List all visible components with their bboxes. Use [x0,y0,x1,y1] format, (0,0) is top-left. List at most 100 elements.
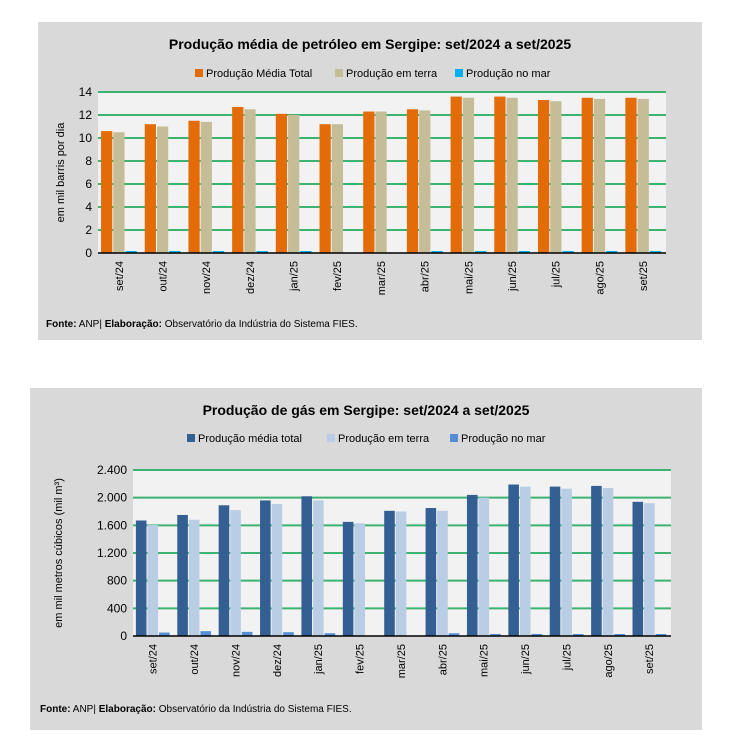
bar-0 [135,520,147,636]
bar-2 [300,251,312,253]
y-tick-label: 10 [79,131,93,145]
bar-1 [419,110,431,254]
x-tick-label: set/25 [638,261,650,291]
bar-1 [200,121,212,254]
bar-2 [200,631,212,636]
bar-2 [324,633,336,636]
bar-2 [448,633,460,636]
x-tick-label: dez/24 [272,644,284,677]
bar-2 [256,251,268,253]
gas-source: Fonte: ANP| Elaboração: Observatório da … [40,704,352,715]
bar-2 [212,251,225,253]
bar-2 [159,632,170,636]
bar-0 [625,97,637,253]
bar-0 [450,96,462,253]
x-tick-label: jan/25 [289,261,301,292]
bar-1 [462,97,475,253]
bar-0 [466,494,478,636]
bar-1 [188,519,200,636]
chart-title: Produção média de petróleo em Sergipe: s… [169,36,571,52]
x-tick-label: out/24 [157,261,169,292]
chart-title: Produção de gás em Sergipe: set/2024 a s… [203,402,530,418]
bar-1 [602,487,614,636]
bar-0 [384,510,395,636]
legend-swatch [327,434,335,442]
x-tick-label: abr/25 [437,644,449,675]
bar-1 [313,500,324,636]
y-axis-label: em mil metros cúbicos (mil m³) [53,478,65,628]
y-tick-label: 800 [107,574,127,588]
bar-2 [241,631,253,636]
bar-1 [113,132,125,253]
legend-swatch [187,434,195,442]
bar-1 [156,126,169,253]
bar-1 [593,98,606,254]
bar-0 [177,514,188,636]
legend-label: Produção média total [198,433,302,445]
bar-2 [606,251,618,253]
legend-swatch [335,69,343,77]
y-tick-label: 2.000 [97,491,127,505]
bar-0 [537,100,550,253]
bar-2 [490,633,501,636]
x-tick-label: dez/24 [245,261,257,294]
bar-0 [494,96,506,253]
x-tick-label: jul/25 [561,644,573,671]
bar-1 [244,109,256,253]
bar-2 [649,251,662,253]
bar-2 [169,251,181,253]
bar-1 [519,486,531,636]
x-tick-label: fev/25 [332,261,344,291]
bar-0 [591,485,602,636]
legend-swatch [195,69,203,77]
bar-0 [188,120,200,253]
bar-2 [283,632,294,636]
bar-1 [637,98,649,254]
legend-label: Produção em terra [346,68,438,80]
x-tick-label: set/25 [644,644,656,674]
x-tick-label: jun/25 [520,644,532,675]
y-tick-label: 8 [85,154,92,168]
x-tick-label: nov/24 [230,644,242,677]
bar-0 [406,109,419,253]
bar-2 [562,251,574,253]
bar-2 [614,634,625,636]
bar-2 [572,634,584,636]
bar-1 [147,524,159,636]
gas-chart: Produção de gás em Sergipe: set/2024 a s… [53,402,671,678]
y-tick-label: 12 [79,108,93,122]
y-tick-label: 14 [79,85,93,99]
bar-1 [550,101,562,253]
legend-label: Produção em terra [338,433,430,445]
x-tick-label: mai/25 [463,261,475,294]
x-tick-label: mar/25 [376,261,388,295]
legend-label: Produção Média Total [206,68,312,80]
bar-1 [561,488,572,636]
bar-0 [425,508,437,636]
y-tick-label: 1.200 [97,546,127,560]
y-tick-label: 1.600 [97,518,127,532]
bar-0 [101,131,113,253]
y-tick-label: 6 [85,177,92,191]
legend-swatch [450,434,458,442]
x-tick-label: fev/25 [355,644,367,674]
bar-0 [144,124,156,253]
x-tick-label: mai/25 [479,644,491,677]
y-tick-label: 2 [85,223,92,237]
bar-1 [271,503,283,636]
x-tick-label: nov/24 [201,261,213,294]
x-tick-label: jan/25 [313,644,325,675]
bar-0 [342,521,354,636]
legend-label: Produção no mar [466,68,551,80]
x-tick-label: ago/25 [594,261,606,295]
oil-chart: Produção média de petróleo em Sergipe: s… [55,36,666,295]
x-tick-label: set/24 [148,644,160,674]
x-tick-label: ago/25 [603,644,615,678]
bar-1 [230,510,241,636]
bar-1 [288,115,300,253]
x-tick-label: abr/25 [420,261,432,292]
bar-1 [375,111,387,253]
bar-2 [475,251,487,253]
oil-source: Fonte: ANP| Elaboração: Observatório da … [46,319,358,330]
bar-1 [506,97,518,253]
